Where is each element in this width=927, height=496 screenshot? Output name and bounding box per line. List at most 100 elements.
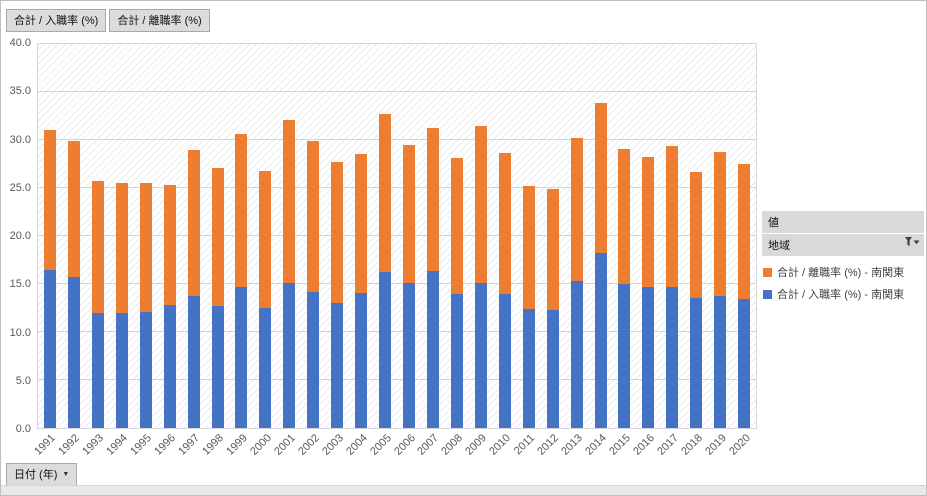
bar-segment[interactable]: [690, 171, 703, 299]
bar-segment[interactable]: [474, 283, 487, 428]
bar-segment[interactable]: [235, 134, 248, 287]
y-axis-tick-label: 15.0: [9, 278, 31, 291]
bar-segment[interactable]: [91, 312, 104, 428]
bar-segment[interactable]: [43, 130, 56, 270]
bar-segment[interactable]: [450, 158, 463, 294]
bar-segment[interactable]: [594, 102, 607, 254]
bar-segment[interactable]: [546, 309, 559, 428]
x-axis-tick-label: 1995: [128, 432, 155, 458]
stacked-bar-1991: [43, 44, 56, 428]
bar-segment[interactable]: [618, 148, 631, 284]
gridline: [38, 331, 756, 332]
axis-field-button-date[interactable]: 日付 (年) ▼: [6, 463, 78, 486]
category-cell: 2000: [248, 44, 277, 458]
x-axis-tick-label: 2013: [559, 432, 586, 458]
bar-segment[interactable]: [163, 185, 176, 306]
category-cell: 2010: [487, 44, 517, 458]
bar-segment[interactable]: [403, 144, 416, 284]
bar-segment[interactable]: [642, 157, 655, 287]
gridline: [38, 187, 756, 188]
bar-segment[interactable]: [283, 119, 296, 284]
legend-item-label: 合計 / 離職率 (%) - 南関東: [777, 267, 905, 279]
bar-segment[interactable]: [43, 269, 56, 428]
gridline: [38, 283, 756, 284]
bar-segment[interactable]: [498, 153, 511, 294]
category-cell: 2007: [416, 44, 445, 458]
category-cell: 2017: [655, 44, 684, 458]
y-axis-tick-label: 20.0: [9, 230, 31, 242]
bar-segment[interactable]: [618, 284, 631, 428]
bar-segment[interactable]: [426, 270, 439, 428]
gridline: [38, 43, 756, 44]
bar-segment[interactable]: [259, 170, 272, 308]
bar-segment[interactable]: [139, 311, 152, 428]
bar-segment[interactable]: [331, 162, 344, 304]
category-cell: 2003: [320, 44, 349, 458]
bar-segment[interactable]: [498, 293, 511, 428]
bar-segment[interactable]: [570, 138, 583, 282]
bar-segment[interactable]: [91, 181, 104, 313]
filter-dropdown-icon[interactable]: [905, 237, 920, 248]
bar-segment[interactable]: [163, 305, 176, 428]
bar-segment[interactable]: [570, 281, 583, 428]
bar-segment[interactable]: [331, 303, 344, 428]
stacked-bar-1993: [91, 44, 104, 428]
bar-segment[interactable]: [307, 140, 320, 292]
bar-segment[interactable]: [594, 253, 607, 428]
bar-segment[interactable]: [355, 292, 368, 428]
bar-segment[interactable]: [642, 286, 655, 428]
field-button-hire-rate[interactable]: 合計 / 入職率 (%): [6, 9, 107, 32]
bar-segment[interactable]: [714, 295, 727, 428]
bar-segment[interactable]: [666, 286, 679, 428]
x-axis-tick-label: 1999: [224, 432, 250, 458]
stacked-bar-2011: [522, 44, 535, 428]
bar-segment[interactable]: [139, 183, 152, 312]
bar-segment[interactable]: [187, 295, 200, 428]
category-cell: 1994: [104, 44, 134, 458]
bar-segment[interactable]: [666, 145, 679, 287]
legend-value-label: 値: [768, 217, 779, 229]
bar-segment[interactable]: [283, 283, 296, 428]
stacked-bar-1997: [187, 44, 200, 428]
field-button-separation-rate[interactable]: 合計 / 離職率 (%): [109, 9, 210, 32]
bar-segment[interactable]: [67, 140, 80, 278]
legend-item-label: 合計 / 入職率 (%) - 南関東: [777, 289, 905, 301]
bar-segment[interactable]: [546, 188, 559, 310]
bar-segment[interactable]: [211, 306, 224, 428]
bar-segment[interactable]: [211, 167, 224, 307]
bar-segment[interactable]: [355, 154, 368, 293]
x-axis-tick-label: 2020: [726, 432, 753, 458]
bar-segment[interactable]: [259, 308, 272, 428]
category-cell: 2015: [607, 44, 637, 458]
legend-region-header[interactable]: 地域: [762, 234, 924, 256]
stacked-bar-2000: [259, 44, 272, 428]
legend-swatch: [763, 289, 772, 299]
category-cell: 2012: [535, 44, 565, 458]
bar-segment[interactable]: [474, 125, 487, 284]
bar-segment[interactable]: [738, 299, 751, 428]
stacked-bar-2014: [594, 44, 607, 428]
stacked-bar-2019: [714, 44, 727, 428]
category-cell: 2013: [559, 44, 589, 458]
bar-segment[interactable]: [450, 293, 463, 428]
bar-segment[interactable]: [235, 286, 248, 428]
bar-segment[interactable]: [403, 283, 416, 428]
bar-segment[interactable]: [115, 183, 128, 313]
bar-segment[interactable]: [379, 114, 392, 273]
legend-item[interactable]: 合計 / 入職率 (%) - 南関東: [763, 286, 923, 302]
bar-segment[interactable]: [67, 277, 80, 428]
bar-segment[interactable]: [714, 151, 727, 296]
bar-segment[interactable]: [115, 312, 128, 428]
bar-segment[interactable]: [426, 127, 439, 271]
bar-segment[interactable]: [522, 308, 535, 428]
category-cell: 2005: [368, 44, 397, 458]
bar-segment[interactable]: [738, 164, 751, 300]
bottom-strip: [1, 485, 926, 495]
bar-segment[interactable]: [379, 272, 392, 428]
bar-segment[interactable]: [690, 298, 703, 428]
legend-item[interactable]: 合計 / 離職率 (%) - 南関東: [763, 264, 923, 280]
category-cell: 2004: [344, 44, 373, 458]
bar-segment[interactable]: [522, 186, 535, 309]
bar-segment[interactable]: [307, 291, 320, 428]
bar-segment[interactable]: [187, 149, 200, 296]
